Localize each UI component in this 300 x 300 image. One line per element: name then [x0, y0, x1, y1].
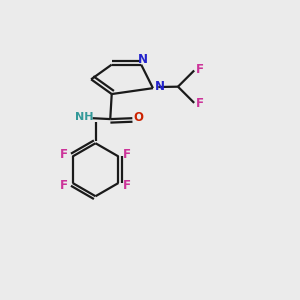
Text: N: N [154, 80, 164, 93]
Text: F: F [196, 63, 204, 76]
Text: F: F [60, 148, 68, 160]
Text: O: O [133, 111, 143, 124]
Text: N: N [138, 53, 148, 66]
Text: NH: NH [74, 112, 93, 122]
Text: F: F [60, 179, 68, 192]
Text: F: F [196, 97, 204, 110]
Text: F: F [123, 148, 131, 160]
Text: F: F [123, 179, 131, 192]
